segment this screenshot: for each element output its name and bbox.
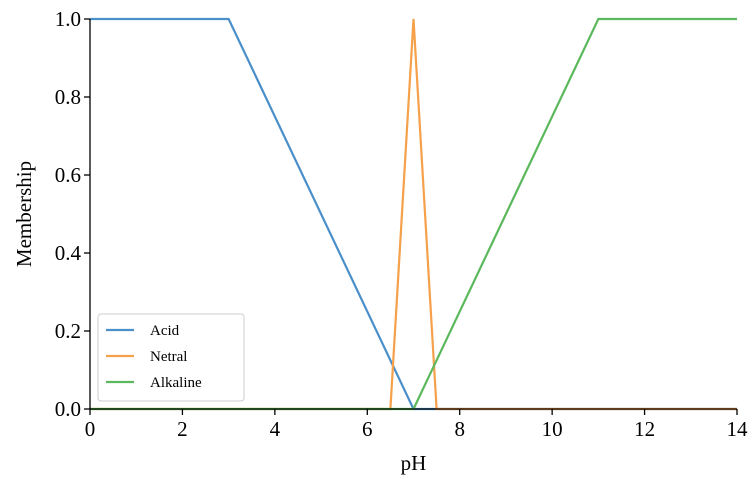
x-tick-label: 8 [454, 417, 465, 441]
y-tick-label: 0.6 [55, 163, 81, 187]
y-tick-label: 1.0 [55, 7, 81, 31]
x-ticks: 0 2 4 6 8 10 12 14 [85, 409, 748, 441]
y-axis-title: Membership [12, 161, 36, 267]
y-ticks: 0.0 0.2 0.4 0.6 0.8 1.0 [55, 7, 90, 421]
axes [89, 19, 737, 410]
y-tick-label: 0.8 [55, 85, 81, 109]
x-tick-label: 14 [727, 417, 749, 441]
x-tick-label: 0 [85, 417, 96, 441]
x-axis-title: pH [401, 451, 427, 475]
legend-label: Alkaline [150, 375, 202, 391]
legend-frame [97, 313, 245, 402]
legend-label: Netral [150, 349, 187, 365]
x-tick-label: 4 [270, 417, 281, 441]
y-tick-label: 0.4 [55, 241, 82, 265]
legend-label: Acid [150, 323, 180, 339]
x-tick-label: 6 [362, 417, 373, 441]
y-tick-label: 0.2 [55, 319, 81, 343]
x-tick-label: 2 [177, 417, 188, 441]
legend: Acid Netral Alkaline [97, 313, 245, 402]
y-tick-label: 0.0 [55, 397, 81, 421]
x-tick-label: 12 [634, 417, 655, 441]
x-tick-label: 10 [542, 417, 563, 441]
